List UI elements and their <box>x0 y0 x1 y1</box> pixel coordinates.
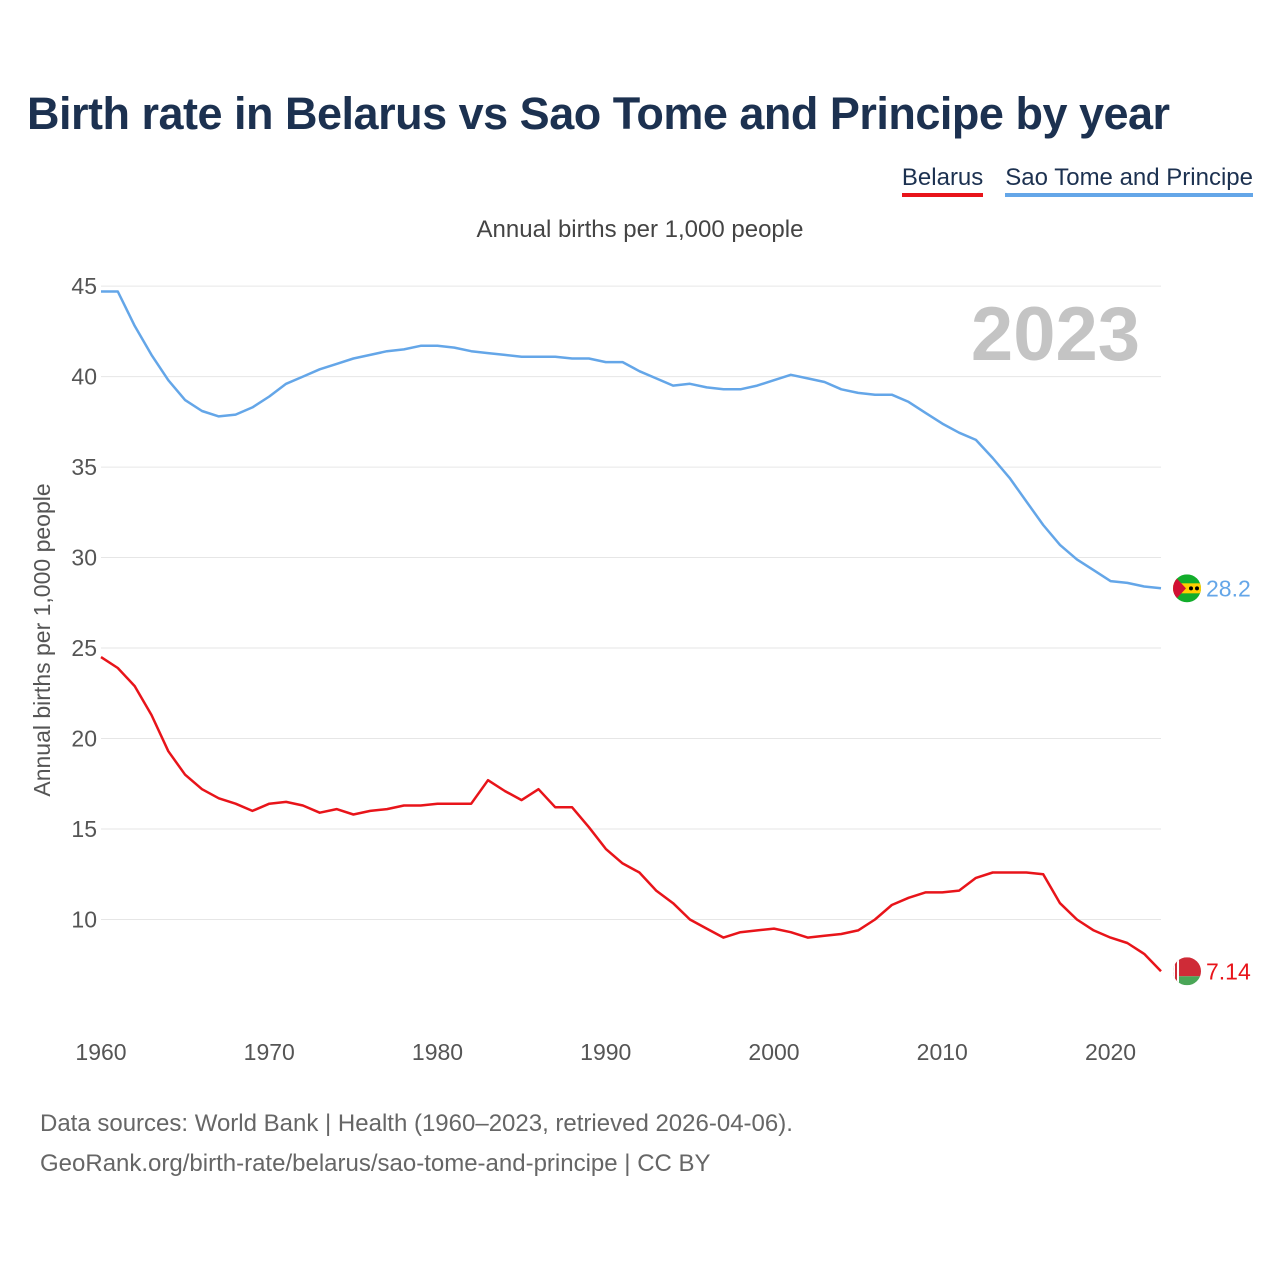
end-label-sao-tome-and-principe: 28.2 <box>1206 575 1251 601</box>
legend-item-belarus[interactable]: Belarus <box>901 164 984 197</box>
y-tick-label: 10 <box>71 907 97 933</box>
flag-belarus-icon <box>1173 957 1201 986</box>
y-tick-label: 45 <box>71 273 97 299</box>
year-label: 2023 <box>971 292 1140 377</box>
x-tick-label: 2020 <box>1085 1039 1136 1065</box>
flag-sao-tome-and-principe-icon <box>1173 574 1201 603</box>
x-tick-label: 1960 <box>75 1039 126 1065</box>
y-tick-label: 15 <box>71 816 97 842</box>
x-tick-label: 1970 <box>244 1039 295 1065</box>
series-line-sao-tome-and-principe <box>101 290 1162 590</box>
x-tick-label: 2000 <box>748 1039 799 1065</box>
y-tick-label: 35 <box>71 454 97 480</box>
footer: Data sources: World Bank | Health (1960–… <box>40 1104 793 1184</box>
y-tick-label: 30 <box>71 545 97 571</box>
x-tick-label: 1990 <box>580 1039 631 1065</box>
x-tick-label: 1980 <box>412 1039 463 1065</box>
legend: Belarus Sao Tome and Principe <box>901 164 1253 197</box>
y-tick-label: 25 <box>71 635 97 661</box>
line-chart: 10 15 20 25 30 35 40 45 1960 1970 1980 1990 2000 2010… <box>29 273 1251 1065</box>
series-line-belarus <box>100 656 1162 973</box>
legend-item-sao-tome-and-principe[interactable]: Sao Tome and Principe <box>1005 164 1253 197</box>
chart-subtitle: Annual births per 1,000 people <box>476 216 804 243</box>
y-axis-title: Annual births per 1,000 people <box>29 483 55 796</box>
x-tick-label: 2010 <box>917 1039 968 1065</box>
y-tick-label: 40 <box>71 364 97 390</box>
chart-title: Birth rate in Belarus vs Sao Tome and Pr… <box>27 88 1170 139</box>
end-label-belarus: 7.14 <box>1206 958 1251 984</box>
footer-sources: Data sources: World Bank | Health (1960–… <box>40 1110 793 1137</box>
y-tick-label: 20 <box>71 726 97 752</box>
footer-attribution[interactable]: GeoRank.org/birth-rate/belarus/sao-tome-… <box>40 1150 711 1177</box>
